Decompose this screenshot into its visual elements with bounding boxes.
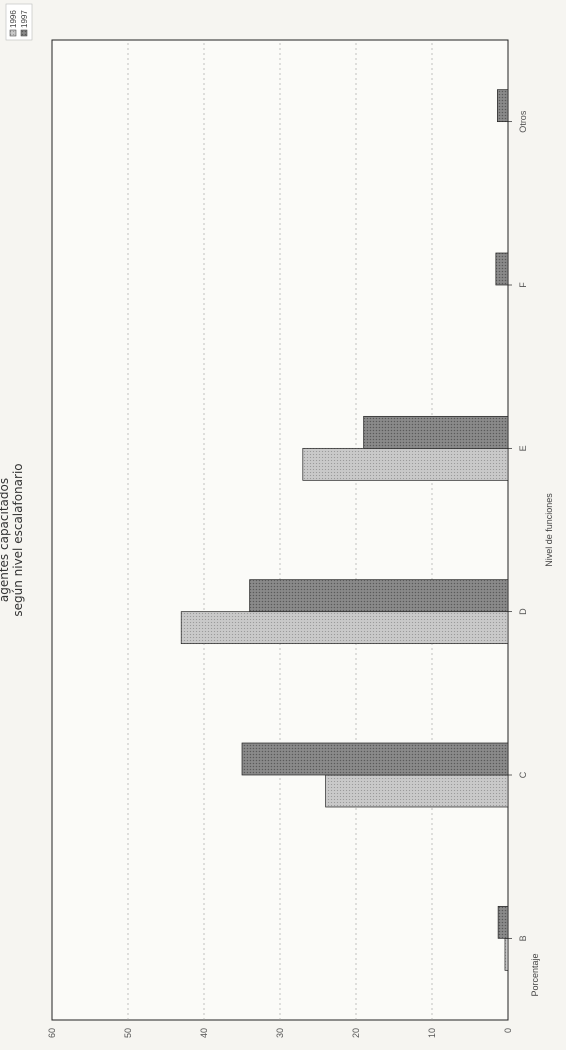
bar-1997-C [241,742,509,776]
bar-1997-Otros [497,89,509,123]
legend: 1996 1997 [5,3,33,41]
legend-label-1996: 1996 [9,10,18,28]
bar-1997-F [495,252,509,286]
y-tick-label: 50 [123,1028,133,1038]
bar-1997-B [497,905,509,939]
y-tick-label: 20 [351,1028,361,1038]
x-tick-label: E [518,445,528,451]
y-tick-label: 0 [503,1028,513,1033]
y-tick-label: 10 [427,1028,437,1038]
y-tick-label: 60 [47,1028,57,1038]
y-axis-title: Porcentaje [530,953,540,996]
x-axis-title: Nivel de funciones [544,493,554,567]
chart-title-line-1: según nivel escalafonario [11,463,25,616]
bar-1996-E [302,447,509,481]
chart-title-line-2: agentes capacitados [0,478,11,602]
bar-1996-C [325,774,509,808]
x-tick-label: C [518,771,528,778]
legend-swatch-1997 [20,29,28,37]
legend-label-1997: 1997 [20,10,29,28]
gridlines [127,40,433,1020]
bar-1997-D [249,579,509,613]
bars [180,89,509,971]
legend-swatch-1996 [9,29,17,37]
bar-1996-D [180,611,509,645]
bar-1997-E [363,415,509,449]
y-tick-label: 30 [275,1028,285,1038]
x-tick-label: F [518,282,528,288]
bar-1996-B [504,937,509,971]
y-tick-label: 40 [199,1028,209,1038]
x-tick-label: Otros [518,110,528,133]
y-axis-ticks: 0 10 20 30 40 50 60 [47,1028,513,1038]
x-axis-ticks: B C D E F Otros [508,110,528,941]
x-tick-label: B [518,935,528,941]
x-tick-label: D [518,608,528,615]
